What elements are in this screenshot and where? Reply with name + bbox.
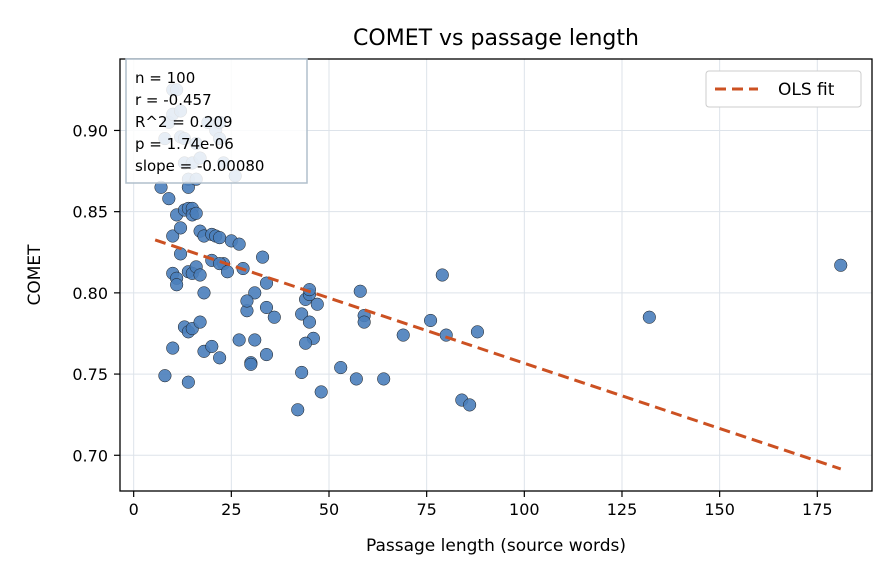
data-point — [299, 336, 313, 350]
data-point — [248, 286, 262, 300]
data-point — [834, 258, 848, 272]
legend: OLS fit — [705, 70, 862, 108]
data-point — [259, 348, 274, 362]
data-point — [162, 192, 176, 206]
x-tick-label: 100 — [509, 500, 540, 519]
data-point — [353, 284, 367, 298]
x-tick-label: 150 — [704, 500, 735, 519]
data-point — [349, 372, 363, 386]
stats-box-frame — [125, 58, 308, 184]
y-tick-label: 0.90 — [72, 121, 108, 140]
data-point — [396, 328, 410, 342]
data-point — [158, 369, 172, 383]
data-point — [302, 315, 317, 329]
data-point — [424, 313, 438, 328]
y-tick-label: 0.85 — [72, 203, 108, 222]
data-point — [166, 229, 180, 243]
data-point — [463, 398, 477, 412]
x-tick-label: 175 — [802, 500, 833, 519]
data-point — [259, 276, 274, 290]
data-point — [193, 315, 207, 329]
data-point — [166, 341, 180, 355]
data-point — [232, 333, 246, 347]
data-point — [220, 265, 234, 279]
y-tick-label: 0.80 — [72, 284, 108, 303]
x-tick-label: 75 — [416, 500, 436, 519]
data-point — [435, 268, 449, 282]
data-point — [232, 237, 246, 251]
data-point — [642, 310, 656, 324]
stats-r: r = -0.457 — [135, 91, 212, 109]
axis-ticks: 0 25 50 75 100 125 150 175 0.70 0.75 0.80 0.85 0.90 — [72, 121, 832, 519]
legend-frame — [705, 70, 862, 108]
data-point — [357, 315, 371, 329]
data-point — [213, 231, 227, 245]
data-point — [256, 250, 270, 264]
data-point — [314, 385, 328, 399]
x-tick-label: 125 — [607, 500, 638, 519]
data-point — [267, 310, 281, 324]
data-point — [295, 365, 309, 379]
stats-p: p = 1.74e-06 — [135, 135, 234, 153]
legend-label-ols-fit: OLS fit — [778, 80, 835, 100]
data-point — [377, 372, 391, 386]
x-axis-label: Passage length (source words) — [366, 536, 626, 556]
data-point — [470, 325, 484, 339]
data-point — [291, 403, 305, 417]
stats-n: n = 100 — [135, 69, 195, 87]
ols-fit-line — [154, 238, 842, 471]
data-point — [170, 278, 184, 292]
data-point — [193, 268, 207, 282]
y-tick-label: 0.70 — [72, 446, 108, 465]
chart-title: COMET vs passage length — [353, 26, 639, 51]
data-point — [310, 297, 324, 311]
data-point — [244, 357, 258, 371]
data-point — [240, 294, 254, 308]
x-tick-label: 0 — [129, 500, 139, 519]
data-point — [295, 307, 309, 321]
x-tick-label: 25 — [221, 500, 241, 519]
data-point — [181, 375, 195, 389]
stats-slope: slope = -0.00080 — [135, 157, 264, 175]
stats-box: n = 100 r = -0.457 R^2 = 0.209 p = 1.74e… — [125, 58, 308, 184]
data-point — [189, 206, 203, 220]
y-axis-label: COMET — [25, 244, 45, 306]
plot-frame — [119, 58, 873, 492]
data-point — [205, 339, 219, 354]
data-point — [334, 361, 348, 375]
data-point — [213, 351, 227, 365]
data-point — [248, 333, 262, 347]
data-point — [197, 286, 211, 300]
stats-r2: R^2 = 0.209 — [135, 113, 233, 131]
data-point — [259, 300, 274, 315]
data-point — [174, 221, 188, 235]
x-tick-label: 50 — [319, 500, 339, 519]
y-tick-label: 0.75 — [72, 365, 108, 384]
